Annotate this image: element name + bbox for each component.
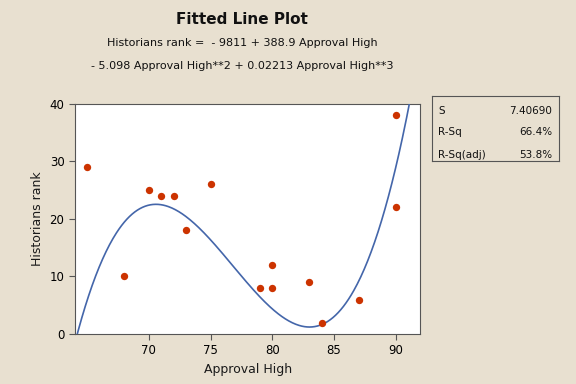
- Text: 66.4%: 66.4%: [519, 127, 552, 137]
- Y-axis label: Historians rank: Historians rank: [31, 172, 44, 266]
- Point: [82, 164, 92, 170]
- Point: [120, 273, 129, 280]
- Point: [206, 181, 215, 187]
- Point: [391, 112, 400, 118]
- Point: [181, 227, 191, 233]
- Point: [354, 296, 363, 303]
- Text: R-Sq: R-Sq: [438, 127, 462, 137]
- Text: Historians rank =  - 9811 + 388.9 Approval High: Historians rank = - 9811 + 388.9 Approva…: [107, 38, 377, 48]
- Point: [145, 187, 154, 193]
- Text: - 5.098 Approval High**2 + 0.02213 Approval High**3: - 5.098 Approval High**2 + 0.02213 Appro…: [90, 61, 393, 71]
- Point: [169, 193, 178, 199]
- Point: [317, 319, 327, 326]
- Point: [157, 193, 166, 199]
- X-axis label: Approval High: Approval High: [204, 363, 291, 376]
- Text: Fitted Line Plot: Fitted Line Plot: [176, 12, 308, 26]
- Point: [268, 285, 277, 291]
- Point: [268, 262, 277, 268]
- Point: [305, 279, 314, 285]
- Point: [255, 285, 264, 291]
- Text: S: S: [438, 106, 445, 116]
- Text: 7.40690: 7.40690: [510, 106, 552, 116]
- Text: 53.8%: 53.8%: [519, 149, 552, 159]
- Point: [391, 204, 400, 210]
- Text: R-Sq(adj): R-Sq(adj): [438, 149, 486, 159]
